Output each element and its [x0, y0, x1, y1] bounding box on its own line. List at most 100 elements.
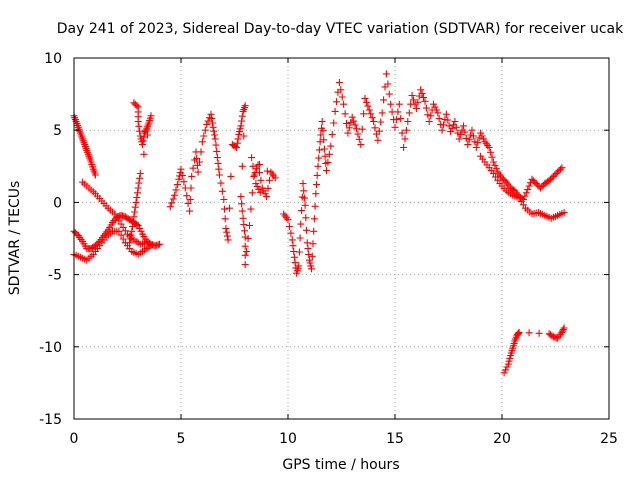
data-point	[310, 227, 318, 235]
data-point	[178, 171, 186, 179]
data-point	[521, 192, 529, 200]
data-point	[472, 144, 480, 151]
data-point	[547, 175, 554, 183]
data-point	[432, 106, 440, 114]
data-point	[420, 94, 427, 101]
data-point	[354, 130, 362, 138]
data-point	[468, 126, 476, 134]
data-point	[208, 115, 216, 123]
data-point	[312, 190, 320, 198]
data-point	[93, 240, 101, 248]
data-point	[395, 100, 403, 108]
data-point	[305, 250, 313, 258]
data-point	[313, 171, 321, 179]
x-tick-labels: 0 5 10 15 20 25	[70, 431, 618, 447]
data-point	[188, 172, 196, 180]
data-point	[380, 96, 388, 104]
data-point	[382, 70, 390, 78]
x-tick-label: 10	[279, 431, 297, 447]
data-point	[197, 148, 205, 156]
data-point	[297, 220, 305, 228]
data-point	[492, 165, 500, 173]
data-point	[210, 127, 218, 135]
data-point	[129, 223, 136, 230]
data-point	[538, 183, 546, 190]
data-point	[147, 242, 155, 250]
data-point	[128, 227, 136, 235]
data-point	[218, 187, 226, 195]
data-point	[189, 164, 197, 172]
y-tick-label: -15	[39, 412, 62, 428]
data-point	[408, 92, 416, 99]
data-point	[327, 142, 335, 150]
data-point	[321, 152, 329, 160]
data-point	[421, 97, 429, 105]
data-point	[248, 189, 256, 197]
data-point	[184, 199, 192, 207]
x-tick-label: 20	[493, 431, 511, 447]
data-point	[525, 182, 533, 190]
data-point	[461, 128, 469, 136]
data-point	[233, 144, 241, 151]
data-point	[417, 86, 425, 94]
data-point	[335, 79, 343, 86]
data-point	[143, 239, 151, 247]
data-point	[384, 80, 392, 88]
data-point	[447, 128, 455, 136]
y-tick-label: 10	[44, 51, 62, 67]
data-point	[367, 110, 375, 118]
data-point	[234, 135, 242, 143]
data-point	[209, 123, 217, 131]
data-point	[126, 235, 134, 243]
data-point	[136, 224, 144, 232]
data-point	[288, 236, 296, 244]
data-point	[402, 126, 410, 134]
data-point	[251, 171, 258, 179]
data-point	[172, 186, 180, 194]
data-point	[337, 86, 345, 94]
data-point	[371, 124, 379, 132]
data-point	[525, 329, 533, 337]
data-point	[285, 223, 293, 230]
data-point	[144, 131, 151, 139]
data-point	[263, 167, 271, 175]
data-point	[400, 144, 408, 151]
data-point	[240, 221, 248, 228]
data-point	[331, 107, 339, 115]
data-point	[514, 329, 522, 337]
data-point	[398, 129, 406, 137]
data-point	[554, 168, 562, 176]
data-point	[173, 181, 181, 189]
data-point	[115, 227, 123, 235]
data-point	[455, 135, 463, 143]
data-point	[91, 171, 99, 179]
data-point	[131, 203, 139, 211]
data-point	[558, 164, 566, 172]
data-point	[226, 204, 233, 212]
data-point	[127, 231, 135, 239]
x-tick-label: 0	[70, 431, 79, 447]
data-point	[424, 111, 432, 119]
data-point	[343, 120, 350, 127]
data-point	[129, 218, 137, 226]
data-point	[303, 226, 310, 234]
data-point	[257, 176, 265, 184]
data-point	[345, 124, 353, 132]
data-point	[271, 174, 279, 182]
data-point	[131, 100, 139, 108]
data-point	[410, 96, 417, 104]
data-point	[488, 153, 496, 161]
data-point	[302, 214, 310, 222]
data-point	[208, 119, 216, 127]
data-point	[198, 138, 206, 146]
data-point	[246, 222, 253, 229]
data-point	[485, 144, 493, 151]
data-point	[344, 129, 352, 137]
data-point	[506, 354, 514, 362]
data-point	[227, 172, 235, 180]
data-point	[142, 126, 150, 134]
data-point	[247, 205, 255, 213]
data-point	[313, 181, 320, 189]
data-point	[156, 240, 164, 248]
data-point	[204, 117, 212, 125]
